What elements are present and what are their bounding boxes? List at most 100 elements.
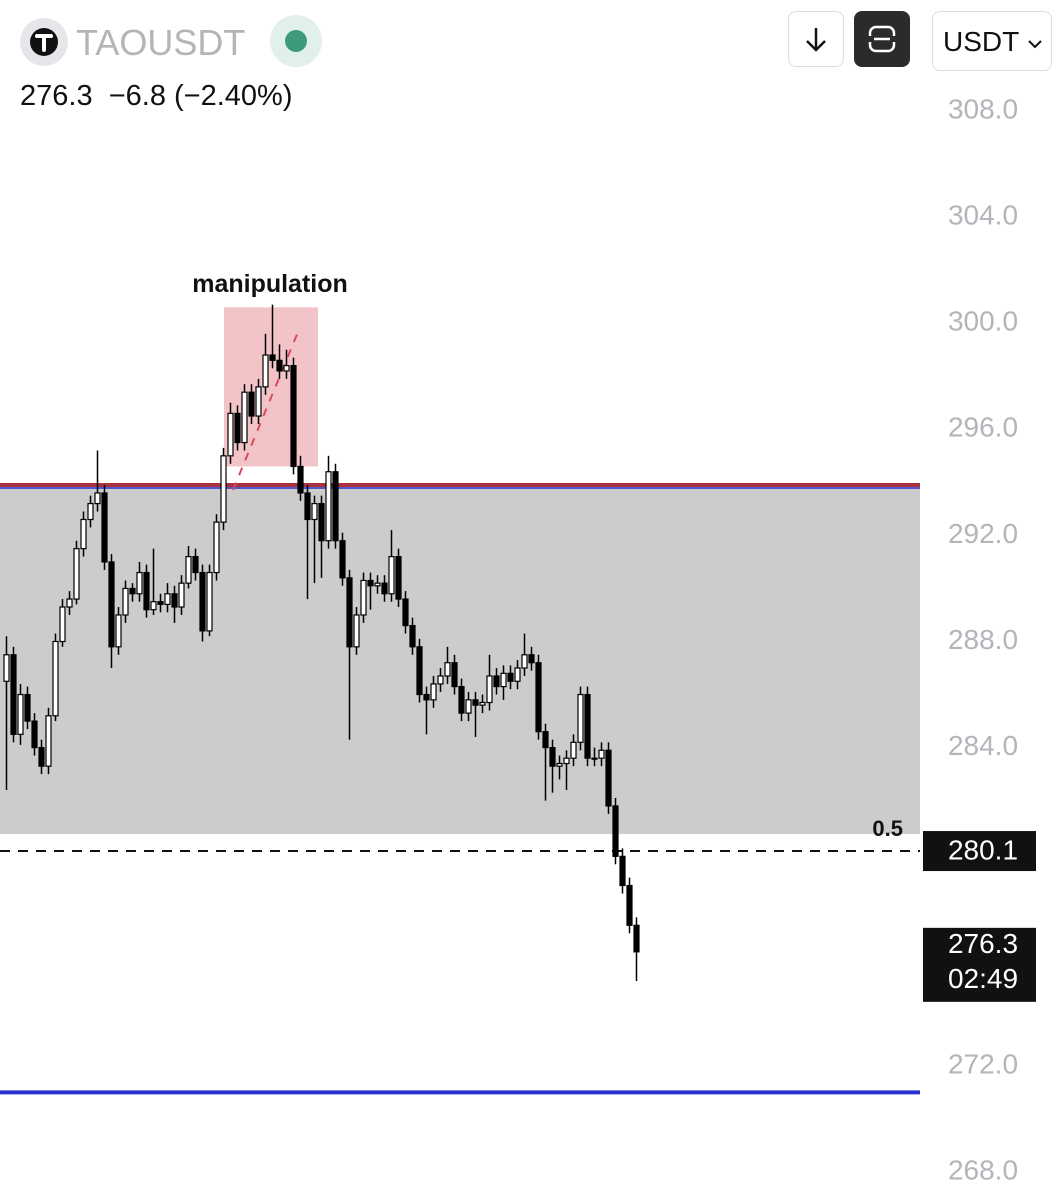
y-tick-label: 300.0 [948, 306, 1018, 337]
candle-body [269, 354, 276, 361]
candle-body [185, 556, 192, 584]
symbol: TAOUSDT [76, 22, 246, 63]
background-layer [0, 307, 920, 1095]
candle-body [66, 598, 73, 608]
candle-body [17, 693, 24, 735]
trend-sketch [232, 331, 299, 491]
candle-body [171, 593, 178, 608]
candle-body [339, 540, 346, 579]
candle-body [479, 701, 486, 706]
candle-body [262, 354, 269, 388]
status [270, 15, 322, 67]
candle-body [430, 683, 437, 701]
candle-body [542, 731, 549, 749]
last-price-label: 276.3 [948, 928, 1018, 959]
candle-body [318, 502, 325, 542]
candle-body [472, 699, 479, 706]
candle-body [283, 365, 290, 372]
candle-body [514, 667, 521, 682]
candle-body [143, 571, 150, 611]
currency-button[interactable]: USDT [932, 11, 1052, 71]
candle-body [360, 579, 367, 616]
candle-body [304, 492, 311, 521]
candle-body [374, 582, 381, 587]
candle-body [234, 412, 241, 444]
fullscreen-icon [868, 25, 896, 53]
candle-body [367, 579, 374, 587]
y-tick-label: 284.0 [948, 730, 1018, 761]
candle-body [3, 654, 10, 682]
candle-body [192, 556, 199, 574]
candle-body [255, 386, 262, 417]
candle-body [94, 492, 101, 505]
candle-body [164, 593, 171, 605]
annotation-label: manipulation [192, 270, 348, 298]
candle-body [52, 640, 59, 717]
price-line: 276.3 −6.8 (−2.40%) [20, 80, 293, 113]
candle-body [535, 662, 542, 733]
y-tick-label: 308.0 [948, 93, 1018, 124]
candle-body [297, 465, 304, 494]
candle-body [332, 471, 339, 542]
candle-body [45, 715, 52, 767]
range-zone [0, 485, 920, 835]
price: 276.3 [20, 80, 93, 112]
candle-body [612, 805, 619, 857]
candle-body [570, 741, 577, 759]
candle-body [150, 601, 157, 611]
fib-price-label: 280.1 [948, 834, 1018, 865]
last-price-box [923, 927, 1036, 1002]
candle-body [73, 548, 80, 600]
candle-body [633, 924, 640, 953]
candle-body [80, 518, 87, 550]
download-icon [806, 28, 826, 52]
y-tick-label: 272.0 [948, 1048, 1018, 1079]
candle-body [493, 675, 500, 688]
candle-body [213, 521, 220, 574]
y-tick-label: 292.0 [948, 518, 1018, 549]
fullscreen-button[interactable] [854, 11, 910, 67]
candle-body [87, 502, 94, 521]
candle-body [59, 606, 66, 643]
candle-body [129, 587, 136, 595]
candle-body [451, 662, 458, 688]
foreground-layer: manipulation 0.5 308.0 304.0 300.0 296.0 292.0… [3, 93, 1036, 1185]
change: −6.8 (−2.40%) [108, 80, 293, 112]
candle-body [521, 654, 528, 669]
download-button[interactable] [788, 11, 844, 67]
candle-body [409, 624, 416, 648]
candle-body [549, 746, 556, 767]
candle-body [577, 693, 584, 743]
annotation-box [224, 307, 318, 467]
candle-body [199, 571, 206, 632]
candle-body [605, 749, 612, 807]
candle-body [346, 577, 353, 648]
logo [20, 18, 68, 66]
candle-body [507, 672, 514, 682]
candle-body [458, 685, 465, 714]
candle-body [402, 598, 409, 627]
candle-body [444, 662, 451, 677]
candle-body [122, 587, 129, 616]
candle-body [598, 749, 605, 759]
candle-body [276, 359, 283, 372]
y-tick-label: 268.0 [948, 1154, 1018, 1185]
y-tick-label: 304.0 [948, 199, 1018, 230]
candle-body [556, 762, 563, 767]
candle-body [157, 601, 164, 605]
candle-body [381, 582, 388, 595]
candle-body [388, 556, 395, 595]
candle-body [38, 746, 45, 767]
candle-body [423, 693, 430, 701]
candle-body [206, 571, 213, 632]
candle-body [416, 646, 423, 696]
candle-body [584, 693, 591, 759]
candle-body [290, 365, 297, 468]
candle-body [325, 471, 332, 542]
candle-body [115, 614, 122, 648]
candle-body [619, 855, 626, 887]
candle-body [108, 561, 115, 648]
candle-body [311, 502, 318, 521]
candle-body [178, 582, 185, 608]
